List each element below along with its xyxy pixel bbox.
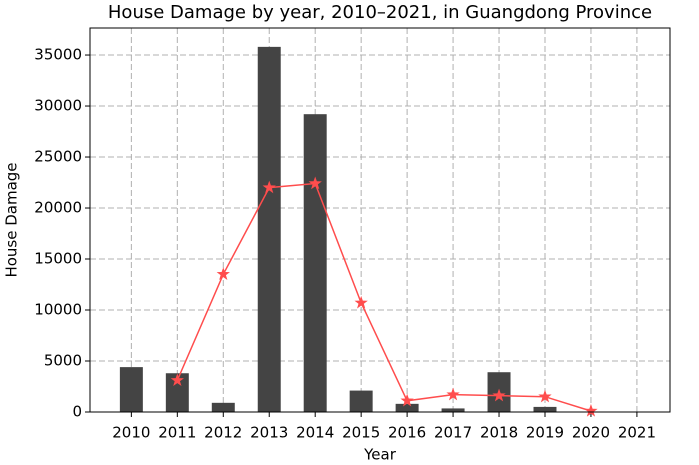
x-tick-label: 2019 — [526, 424, 564, 442]
bar — [441, 408, 465, 412]
point — [446, 387, 460, 401]
bar — [257, 46, 281, 412]
x-tick-label: 2018 — [480, 424, 518, 442]
bar — [533, 406, 557, 412]
y-tick-label: 15000 — [34, 250, 82, 268]
point — [354, 295, 368, 309]
point — [262, 180, 276, 194]
y-tick-label: 0 — [72, 403, 82, 421]
bar — [395, 403, 419, 412]
point — [400, 393, 414, 407]
point — [216, 267, 230, 280]
y-tick-label: 10000 — [34, 301, 82, 319]
x-tick-label: 2016 — [388, 424, 426, 442]
x-tick-label: 2011 — [158, 424, 196, 442]
bar — [303, 114, 327, 413]
chart-title: House Damage by year, 2010–2021, in Guan… — [108, 2, 652, 23]
y-tick-label: 5000 — [44, 352, 82, 370]
point — [492, 388, 506, 402]
plot-frame — [89, 27, 671, 413]
y-tick-label: 25000 — [34, 148, 82, 166]
bar — [211, 402, 235, 412]
x-tick-label: 2010 — [112, 424, 150, 442]
x-tick-label: 2021 — [618, 424, 656, 442]
bar — [119, 367, 143, 412]
x-tick-label: 2017 — [434, 424, 472, 442]
x-tick-label: 2020 — [572, 424, 610, 442]
y-tick-label: 35000 — [34, 46, 82, 64]
x-tick-label: 2015 — [342, 424, 380, 442]
bar — [349, 390, 373, 412]
point — [584, 403, 598, 417]
x-tick-label: 2014 — [296, 424, 334, 442]
x-tick-label: 2013 — [250, 424, 288, 442]
point — [170, 373, 184, 387]
line — [176, 182, 592, 412]
point — [308, 176, 322, 190]
y-axis-label: House Damage — [3, 162, 21, 277]
x-axis-label: Year — [363, 446, 397, 464]
point — [538, 389, 552, 403]
bar — [165, 373, 189, 412]
x-tick-label: 2012 — [204, 424, 242, 442]
y-tick-label: 30000 — [34, 97, 82, 115]
y-tick-label: 20000 — [34, 199, 82, 217]
